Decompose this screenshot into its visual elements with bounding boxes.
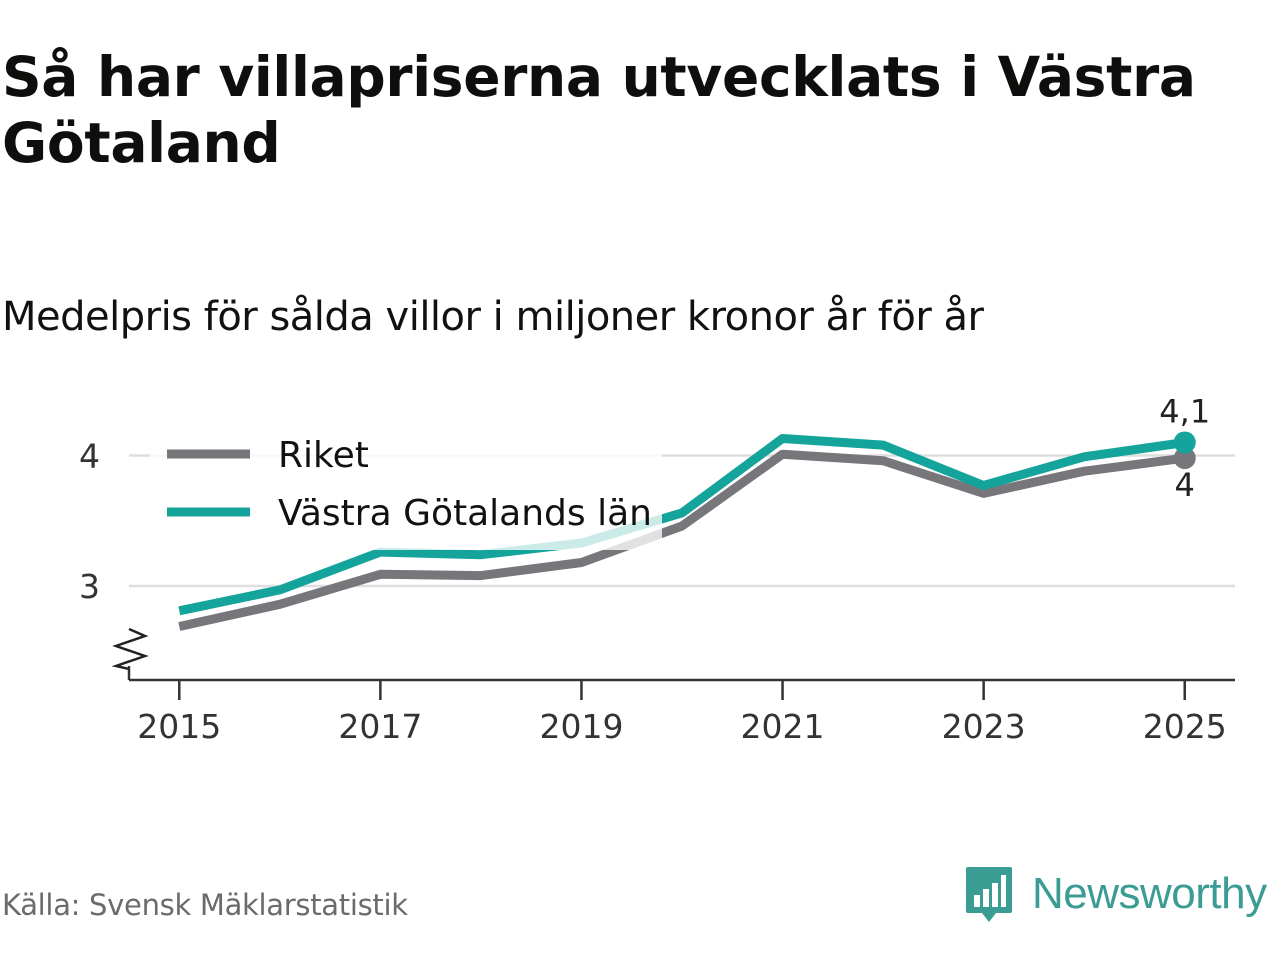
series-line-vastra bbox=[178, 434, 1186, 616]
x-tick-label: 2023 bbox=[942, 707, 1026, 746]
chart-title: Så har villapriserna utvecklats i Västra… bbox=[2, 45, 1196, 175]
end-label-riket: 4 bbox=[1175, 466, 1195, 504]
x-tick-label: 2025 bbox=[1143, 707, 1227, 746]
legend-label-riket: Riket bbox=[278, 435, 369, 476]
series-line-riket bbox=[178, 449, 1186, 631]
y-tick-label: 3 bbox=[79, 567, 100, 606]
y-axis: 34 bbox=[79, 437, 149, 680]
chart-subtitle: Medelpris för sålda villor i miljoner kr… bbox=[2, 294, 984, 340]
x-tick-label: 2021 bbox=[741, 707, 825, 746]
legend-background bbox=[150, 426, 662, 550]
end-label-vastra: 4,1 bbox=[1159, 392, 1210, 430]
newsworthy-logo-icon bbox=[966, 867, 1012, 922]
x-tick-label: 2017 bbox=[338, 707, 422, 746]
source-text: Källa: Svensk Mäklarstatistik bbox=[2, 888, 408, 922]
brand-name: Newsworthy bbox=[1032, 869, 1267, 918]
axis-break-icon bbox=[111, 627, 149, 671]
x-tick-label: 2019 bbox=[539, 707, 623, 746]
legend: Riket Västra Götalands län bbox=[150, 426, 662, 550]
end-point-vastra bbox=[1173, 431, 1196, 454]
y-tick-label: 4 bbox=[79, 437, 100, 476]
legend-label-vastra: Västra Götalands län bbox=[278, 493, 652, 534]
x-tick-label: 2015 bbox=[137, 707, 221, 746]
brand-logo: Newsworthy bbox=[964, 864, 1267, 924]
end-point-riket bbox=[1173, 447, 1196, 470]
series-lines bbox=[178, 431, 1196, 631]
x-axis: 2015 2017 2019 2021 2023 2025 bbox=[129, 678, 1235, 746]
end-labels: 4,1 4 bbox=[1159, 392, 1210, 504]
